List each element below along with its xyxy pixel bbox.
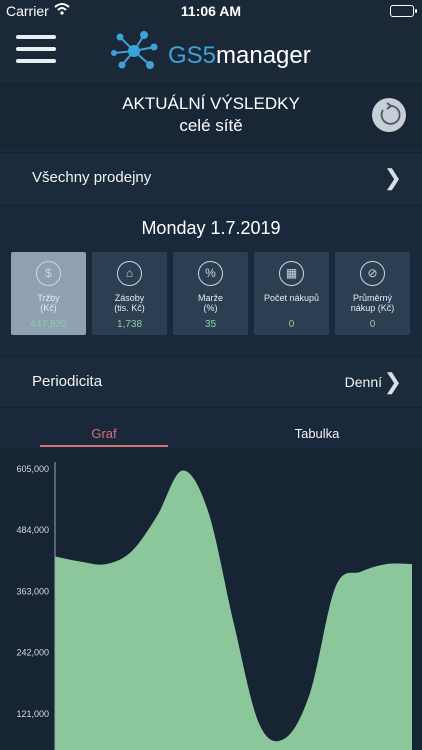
- logo-product-text: manager: [216, 42, 311, 69]
- metric-value: 35: [204, 319, 217, 330]
- average-icon: ⊘: [360, 261, 385, 286]
- metric-label: Průměrný nákup (Kč): [350, 293, 395, 313]
- sales-area-series: [55, 470, 412, 750]
- status-time: 11:06 AM: [180, 3, 242, 19]
- metric-card-sales[interactable]: $ Tržby (Kč) 447,820: [11, 252, 86, 335]
- register-icon: ▦: [279, 261, 304, 286]
- refresh-icon: [380, 102, 401, 125]
- y-tick-label: 121,000: [16, 709, 49, 719]
- hamburger-menu-button[interactable]: [16, 35, 56, 67]
- metric-value: 0: [288, 319, 295, 330]
- metric-label: Marže (%): [197, 293, 223, 313]
- all-stores-label: Všechny prodejny: [32, 169, 152, 186]
- chevron-right-icon: ❯: [383, 369, 402, 394]
- tab-table[interactable]: Tabulka: [294, 426, 340, 441]
- status-bar: Carrier 11:06 AM: [0, 0, 422, 22]
- percent-icon: %: [198, 261, 223, 286]
- results-header: AKTUÁLNÍ VÝSLEDKY celé sítě: [0, 84, 422, 150]
- nav-bar: GS5 manager: [0, 22, 422, 84]
- metric-value: 1,738: [116, 319, 143, 330]
- store-icon: ⌂: [117, 261, 142, 286]
- metric-value: 0: [369, 319, 376, 330]
- all-stores-row[interactable]: Všechny prodejny ❯: [0, 152, 422, 206]
- metric-card-purchases[interactable]: ▦ Počet nákupů 0: [254, 252, 329, 335]
- sales-chart: 605,000 484,000 363,000 242,000 121,000: [0, 448, 422, 750]
- metric-card-stock[interactable]: ⌂ Zásoby (tis. Kč) 1,738: [92, 252, 167, 335]
- results-title: AKTUÁLNÍ VÝSLEDKY: [122, 94, 300, 113]
- y-tick-label: 484,000: [16, 525, 49, 535]
- y-tick-label: 363,000: [16, 586, 49, 596]
- refresh-button[interactable]: [372, 98, 406, 132]
- app-logo: GS5 manager: [110, 27, 320, 75]
- metric-label: Počet nákupů: [263, 293, 320, 303]
- periodicity-row[interactable]: Periodicita Denní ❯: [0, 356, 422, 408]
- sales-chart-svg: 605,000 484,000 363,000 242,000 121,000: [16, 462, 412, 750]
- results-subtitle: celé sítě: [179, 116, 243, 135]
- battery-icon: [390, 5, 417, 17]
- view-tabs: Graf Tabulka: [0, 410, 422, 448]
- periodicity-label: Periodicita: [32, 373, 103, 390]
- logo-brand-text: GS5: [168, 42, 217, 69]
- network-logo-icon: [111, 31, 158, 69]
- carrier-name: Carrier: [6, 3, 49, 19]
- metric-label: Tržby (Kč): [37, 293, 60, 313]
- date-panel: Monday 1.7.2019 $ Tržby (Kč) 447,820 ⌂ Z…: [0, 206, 422, 354]
- metric-card-average-purchase[interactable]: ⊘ Průměrný nákup (Kč) 0: [335, 252, 410, 335]
- periodicity-value: Denní: [344, 374, 382, 390]
- metric-card-margin[interactable]: % Marže (%) 35: [173, 252, 248, 335]
- y-tick-label: 242,000: [16, 648, 49, 658]
- metric-value: 447,820: [30, 319, 67, 330]
- selected-date: Monday 1.7.2019: [141, 218, 281, 238]
- dollar-icon: $: [36, 261, 61, 286]
- y-tick-label: 605,000: [16, 464, 49, 474]
- active-tab-indicator: [40, 445, 168, 447]
- tab-graph[interactable]: Graf: [91, 426, 117, 441]
- metric-label: Zásoby (tis. Kč): [114, 293, 145, 313]
- chevron-right-icon: ❯: [383, 165, 402, 190]
- wifi-icon: [54, 2, 70, 19]
